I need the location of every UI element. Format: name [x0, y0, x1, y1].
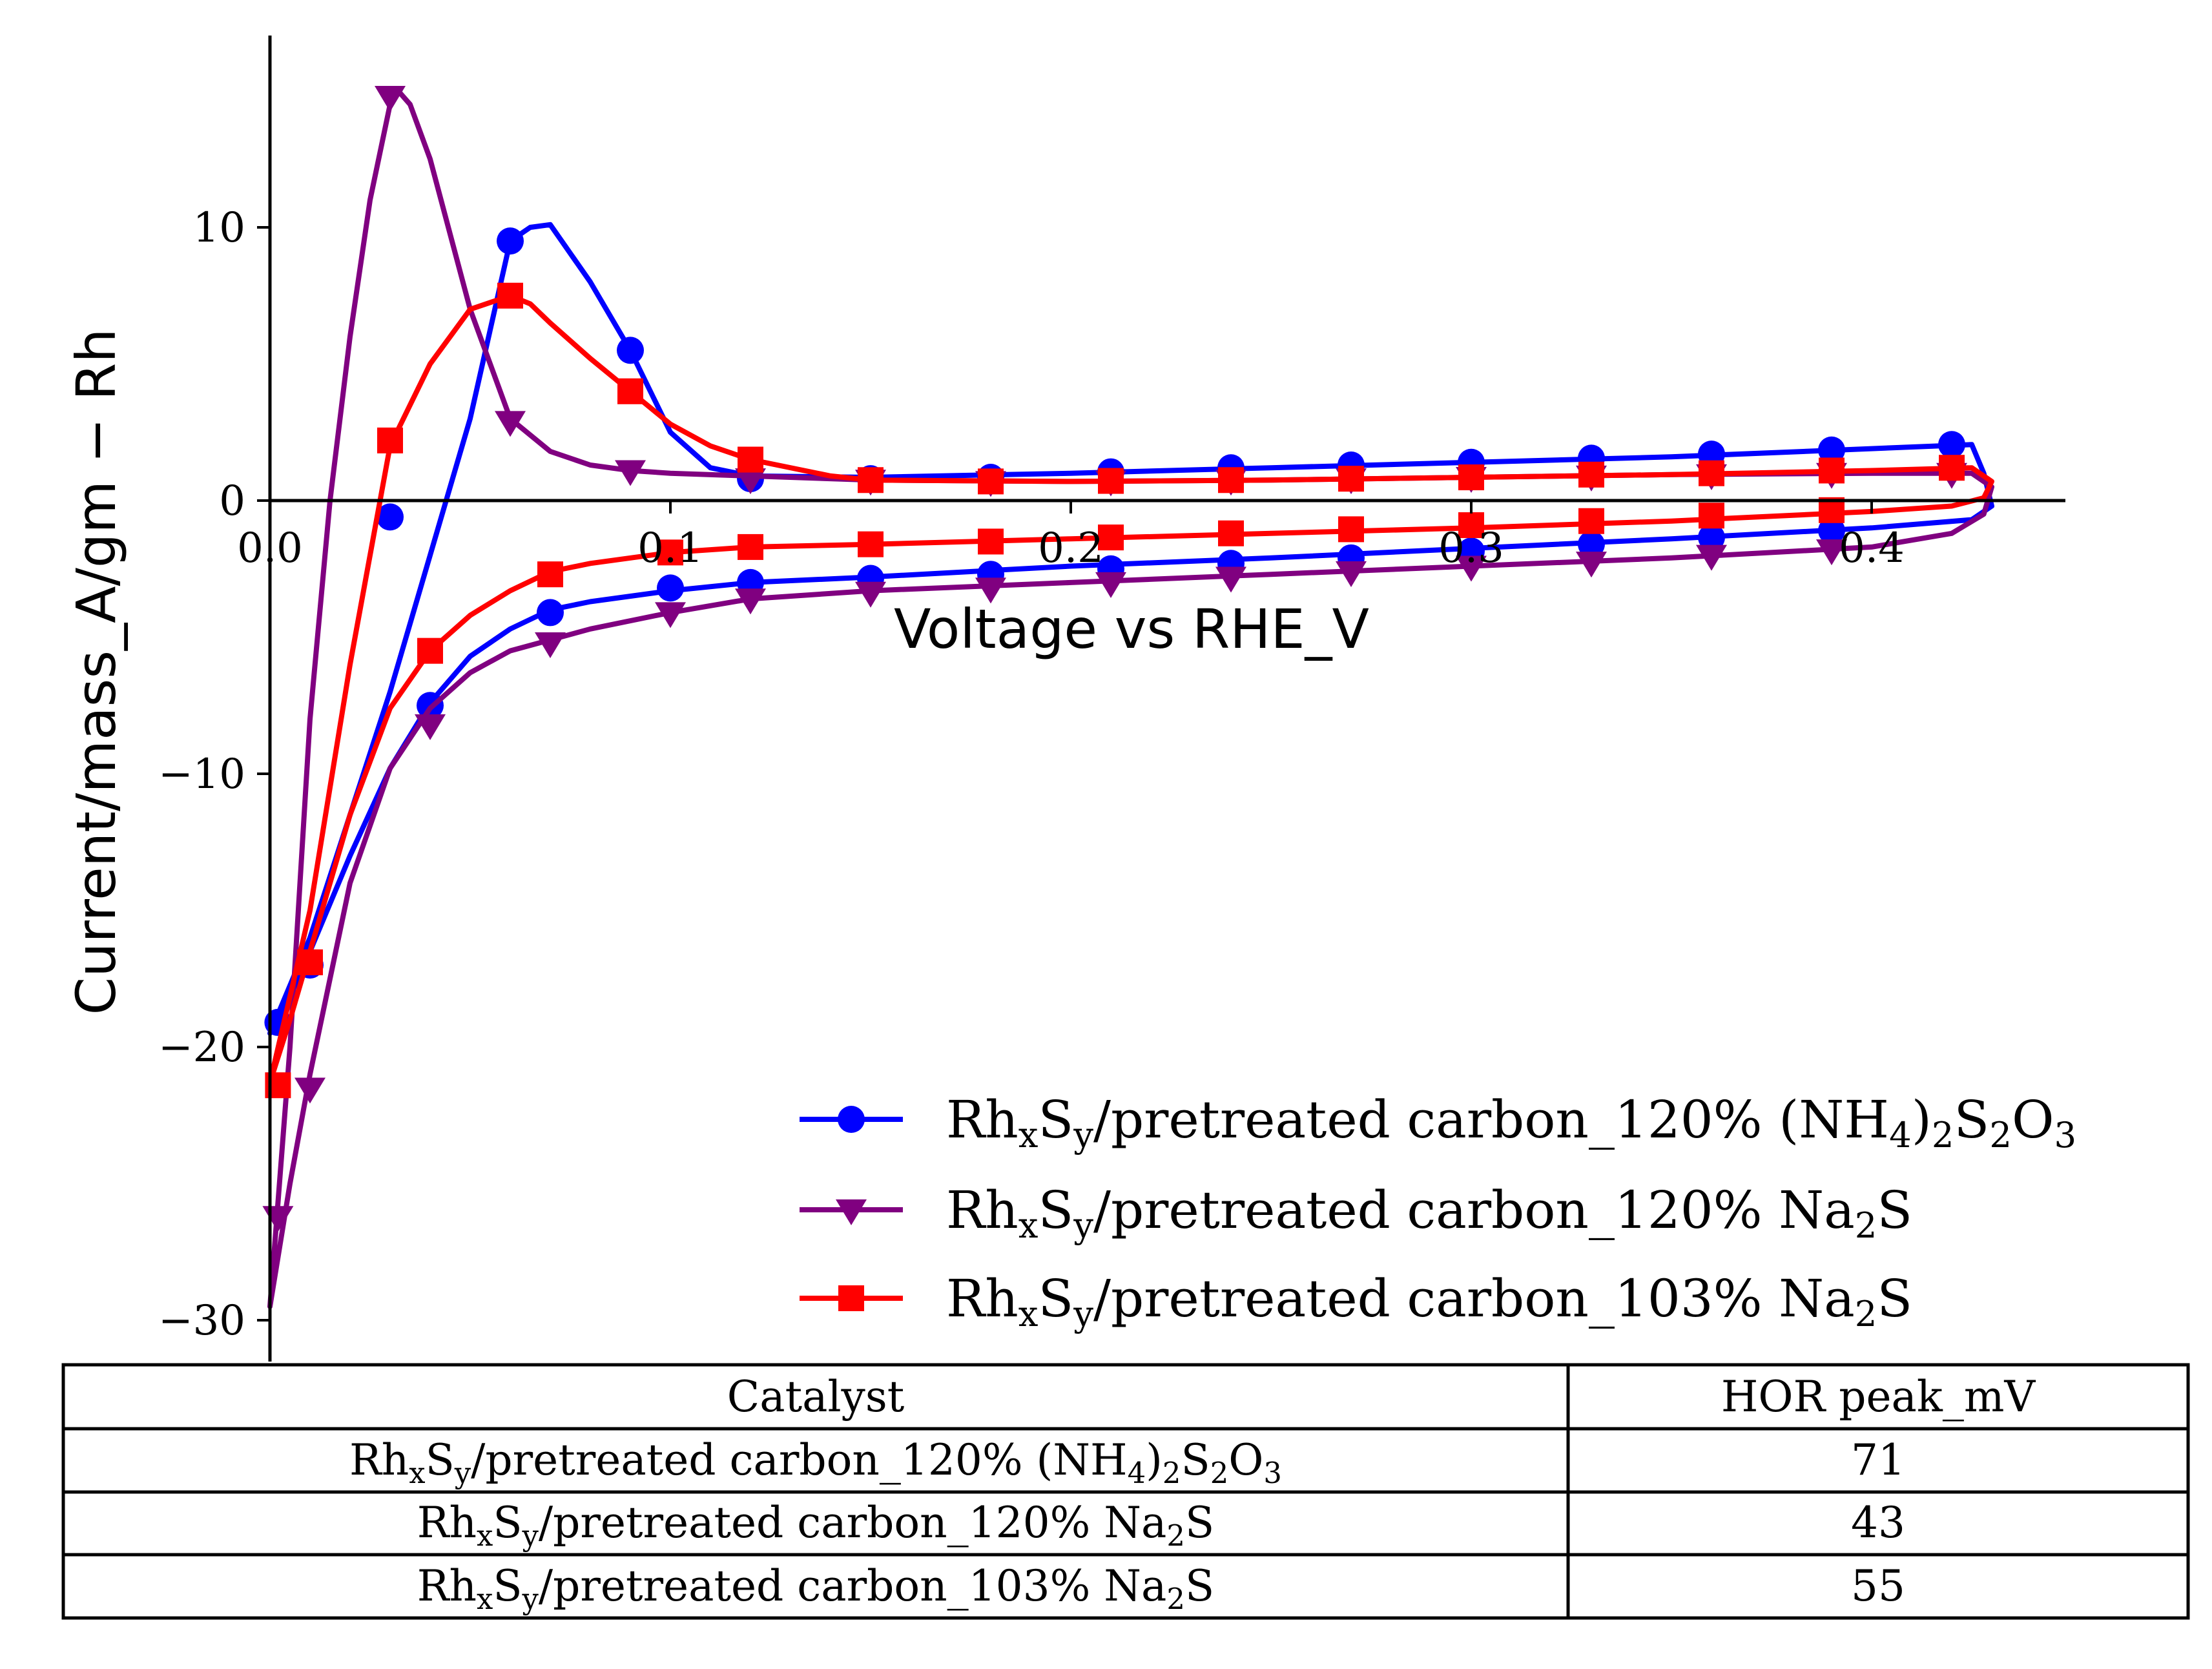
data-point: [1699, 503, 1724, 529]
data-point: [738, 446, 763, 473]
data-point: [1098, 468, 1124, 494]
data-point: [1939, 455, 1965, 481]
data-point: [978, 468, 1004, 495]
y-axis-title: Current/mass_A/gm − Rh: [65, 329, 128, 1015]
x-tick-label: 0.3: [1438, 524, 1504, 572]
data-point: [377, 503, 404, 531]
table-cell-hor-peak: 55: [1851, 1561, 1905, 1611]
data-point: [1818, 436, 1845, 464]
data-point: [1816, 539, 1847, 566]
legend-marker: [838, 1285, 864, 1311]
data-point: [375, 85, 406, 112]
data-point: [858, 467, 884, 493]
data-point: [1576, 552, 1607, 578]
data-point: [537, 599, 564, 627]
legend-label: RhxSy/pretreated carbon_120% Na2S: [946, 1180, 1912, 1246]
data-point: [655, 602, 686, 628]
table-cell-hor-peak: 71: [1851, 1435, 1905, 1485]
ticks-layer: 0.0 0.1 0.2 0.3 0.4 10 0 −10 −20 −30: [158, 204, 1905, 1345]
table-row: RhxSy/pretreated carbon_120% (NH4)2S2O3 7…: [349, 1435, 1905, 1490]
data-point: [657, 574, 684, 602]
data-point: [1458, 464, 1484, 491]
data-point: [1819, 457, 1845, 484]
data-point: [1338, 516, 1364, 543]
table-cell-catalyst: RhxSy/pretreated carbon_120% Na2S: [417, 1498, 1214, 1553]
legend-marker: [836, 1199, 867, 1225]
data-point: [615, 460, 646, 486]
data-point: [858, 531, 884, 557]
data-point: [377, 427, 403, 453]
table-cell-hor-peak: 43: [1851, 1498, 1905, 1548]
data-point: [975, 577, 1006, 604]
data-point: [535, 632, 566, 658]
data-point: [1698, 524, 1725, 552]
legend-marker: [838, 1106, 865, 1133]
data-point: [855, 581, 886, 608]
data-point: [495, 411, 526, 437]
data-point: [1578, 461, 1604, 488]
legend-entry: RhxSy/pretreated carbon_120% Na2S: [800, 1180, 1912, 1246]
table-rows: RhxSy/pretreated carbon_120% (NH4)2S2O3 7…: [349, 1435, 1905, 1616]
table-cell-catalyst: RhxSy/pretreated carbon_120% (NH4)2S2O3: [349, 1435, 1282, 1490]
data-point: [738, 534, 763, 560]
data-point: [1578, 530, 1605, 558]
data-point: [1696, 544, 1727, 571]
y-tick-label: −20: [158, 1024, 245, 1072]
data-point: [1215, 566, 1246, 593]
axes-layer: [268, 36, 2065, 1362]
data-point: [1218, 520, 1244, 546]
data-point: [657, 539, 683, 566]
series-layer: [262, 85, 1994, 1309]
table-cell-catalyst: RhxSy/pretreated carbon_103% Na2S: [417, 1561, 1214, 1616]
legend-entry: RhxSy/pretreated carbon_103% Na2S: [800, 1269, 1912, 1334]
plot-area: 0.0 0.1 0.2 0.3 0.4 10 0 −10 −20 −30 Voltage vs R…: [65, 36, 2065, 1362]
data-point: [1578, 508, 1604, 534]
x-tick-label: 0.2: [1038, 524, 1104, 572]
data-point: [297, 949, 323, 975]
table-header-catalyst: Catalyst: [727, 1372, 905, 1422]
data-point: [415, 714, 446, 740]
data-point: [417, 638, 443, 664]
table-header-hor-peak: HOR peak_mV: [1721, 1372, 2036, 1422]
data-point: [1336, 561, 1367, 587]
data-point: [617, 337, 644, 364]
series-line: [267, 222, 1994, 1036]
data-point: [735, 468, 766, 495]
data-point: [617, 378, 643, 404]
x-tick-label: 0.4: [1839, 524, 1905, 572]
x-tick-label: 0.0: [237, 524, 303, 572]
data-point: [1458, 512, 1484, 539]
hor-peak-table: Catalyst HOR peak_mV RhxSy/pretreated ca…: [61, 1363, 2190, 1620]
y-tick-label: −10: [158, 751, 245, 798]
y-tick-label: −30: [158, 1297, 245, 1345]
data-point: [295, 1077, 326, 1104]
data-point: [1699, 460, 1724, 486]
data-point: [537, 561, 563, 588]
data-point: [497, 227, 524, 255]
x-tick-label: 0.1: [637, 524, 703, 572]
series-3: [265, 282, 1994, 1099]
y-tick-label: 10: [193, 204, 245, 252]
legend-label: RhxSy/pretreated carbon_103% Na2S: [946, 1269, 1912, 1334]
data-point: [1818, 517, 1845, 544]
data-point: [497, 282, 523, 309]
legend: RhxSy/pretreated carbon_120% (NH4)2S2O3 R…: [800, 1090, 2076, 1334]
series-line: [267, 293, 1994, 1085]
data-point: [1456, 555, 1487, 582]
data-point: [735, 588, 766, 615]
legend-entry: RhxSy/pretreated carbon_120% (NH4)2S2O3: [800, 1090, 2076, 1156]
y-tick-label: 0: [219, 477, 245, 525]
data-point: [1098, 524, 1124, 551]
data-point: [978, 528, 1004, 555]
legend-label: RhxSy/pretreated carbon_120% (NH4)2S2O3: [946, 1090, 2076, 1156]
data-point: [1938, 431, 1965, 459]
data-point: [1218, 467, 1244, 493]
table-row: RhxSy/pretreated carbon_120% Na2S 43: [417, 1498, 1905, 1553]
data-point: [1338, 466, 1364, 492]
data-point: [1095, 572, 1126, 598]
table-row: RhxSy/pretreated carbon_103% Na2S 55: [417, 1561, 1905, 1616]
x-axis-title: Voltage vs RHE_V: [894, 597, 1369, 661]
